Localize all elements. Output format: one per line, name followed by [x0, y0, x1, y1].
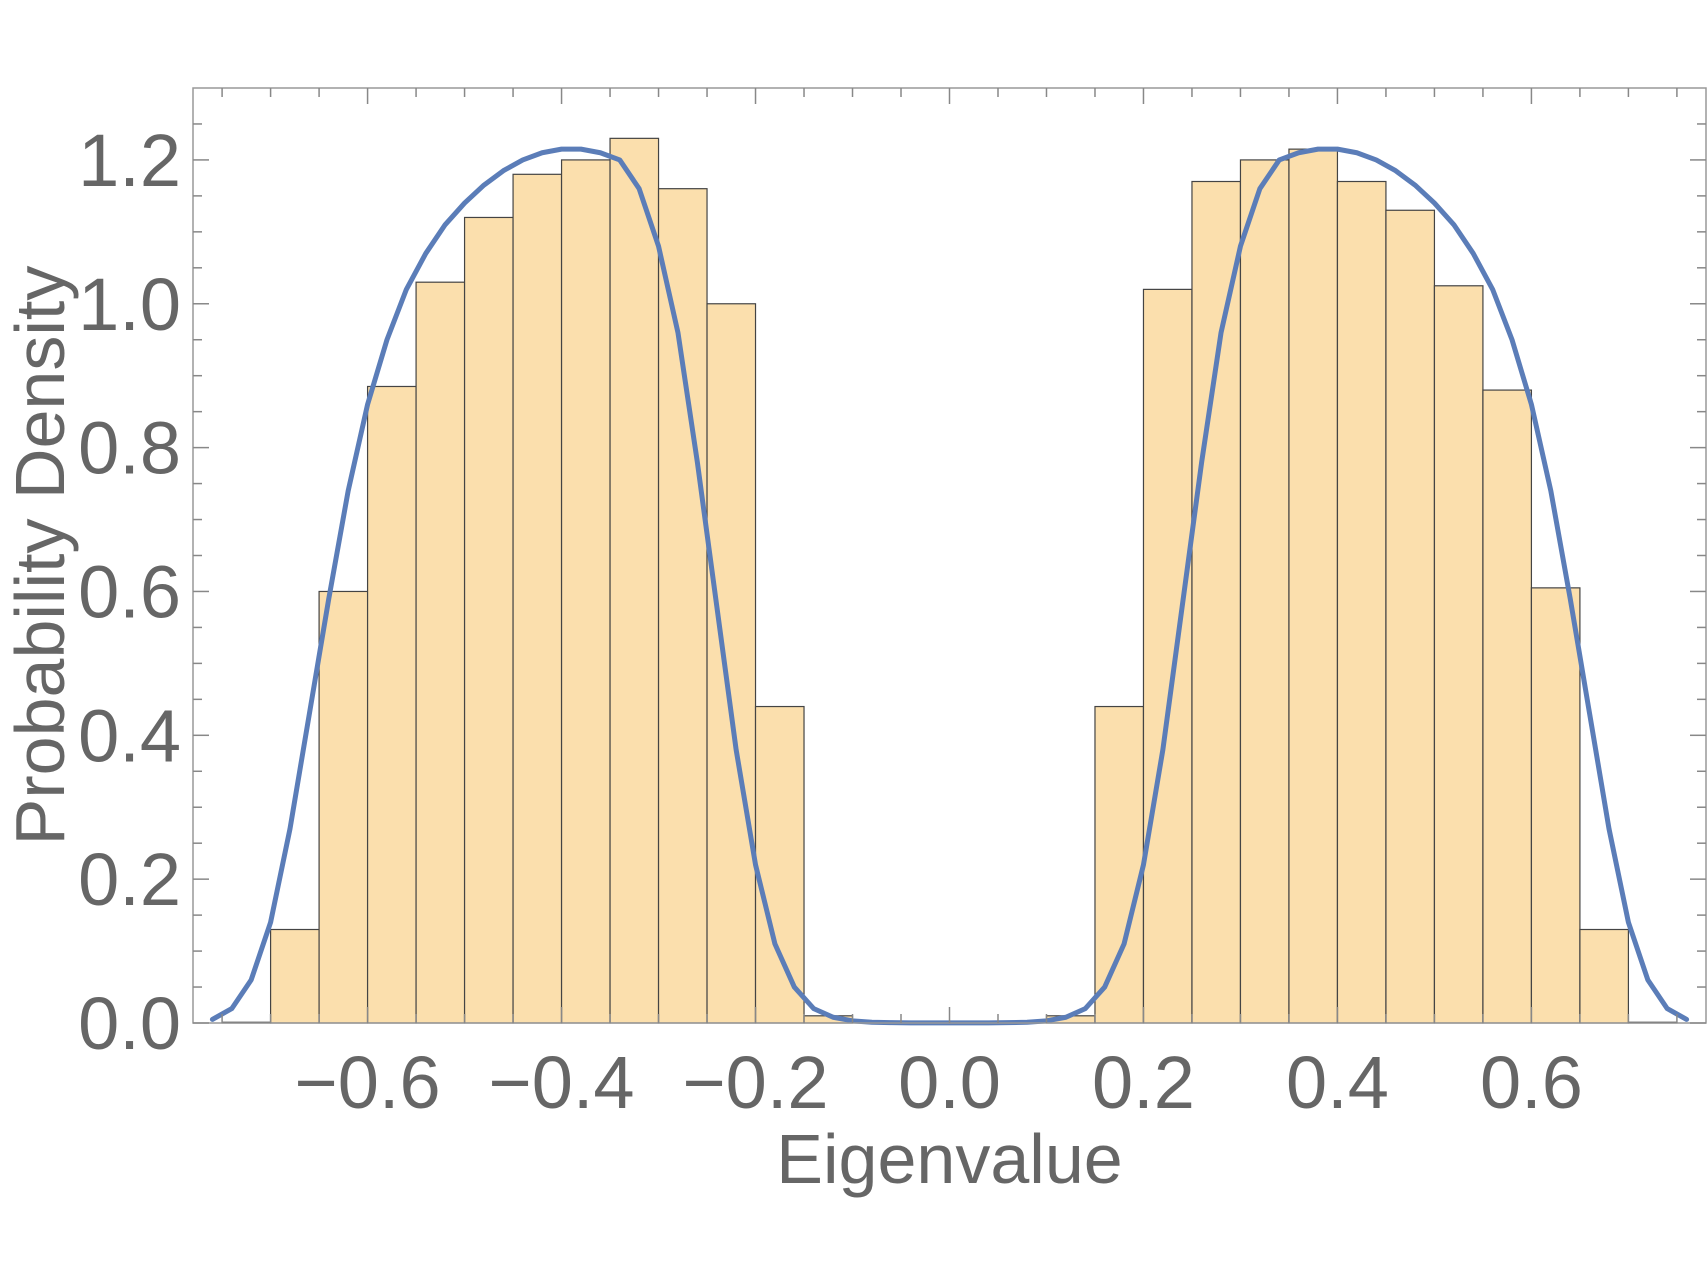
histogram-bar: [1239, 159, 1290, 1024]
histogram-bar: [1288, 148, 1339, 1024]
y-tick-label: 1.2: [78, 119, 181, 202]
histogram-bar: [657, 188, 708, 1024]
x-tick-label: 0.4: [1286, 1041, 1389, 1124]
y-tick-label: 0.2: [78, 838, 181, 921]
y-tick-label: 0.6: [78, 550, 181, 633]
histogram-bar: [318, 590, 369, 1024]
histogram-bar: [512, 173, 563, 1024]
histogram-bar: [1094, 705, 1145, 1024]
histogram-bar: [1433, 285, 1484, 1024]
x-tick-label: 0.0: [898, 1041, 1001, 1124]
y-tick-label: 0.8: [78, 407, 181, 490]
x-tick-labels: −0.6 −0.4 −0.2 0.0 0.2 0.4 0.6: [295, 1041, 1583, 1124]
x-tick-label: −0.6: [295, 1041, 441, 1124]
histogram-bar: [463, 216, 514, 1024]
y-tick-label: 0.0: [78, 982, 181, 1065]
histogram-bar: [1579, 928, 1630, 1024]
x-axis-title: Eigenvalue: [776, 1120, 1122, 1198]
histogram-bar: [706, 303, 757, 1024]
histogram-bar: [1482, 389, 1533, 1024]
histogram-bar: [754, 705, 805, 1024]
x-tick-label: 0.2: [1092, 1041, 1195, 1124]
axis-ticks: [193, 88, 1706, 1024]
y-tick-label: 1.0: [78, 263, 181, 346]
histogram-bar: [1191, 180, 1242, 1024]
x-tick-label: 0.6: [1480, 1041, 1583, 1124]
histogram-bar: [1142, 288, 1193, 1024]
x-tick-label: −0.2: [682, 1041, 828, 1124]
histogram-bar: [560, 159, 611, 1024]
histogram-bar: [1385, 209, 1436, 1024]
histogram-bar: [1530, 587, 1581, 1024]
histogram-bar: [366, 385, 417, 1024]
histogram-bar: [1336, 180, 1387, 1024]
histogram-bar: [269, 928, 320, 1024]
y-axis-title: Probability Density: [1, 266, 79, 846]
x-tick-label: −0.4: [489, 1041, 635, 1124]
y-tick-label: 0.4: [78, 694, 181, 777]
histogram-bar: [415, 281, 466, 1024]
y-tick-labels: 0.0 0.2 0.4 0.6 0.8 1.0 1.2: [78, 119, 181, 1065]
histogram-bar: [609, 137, 660, 1024]
histogram-bars: [221, 137, 1678, 1024]
